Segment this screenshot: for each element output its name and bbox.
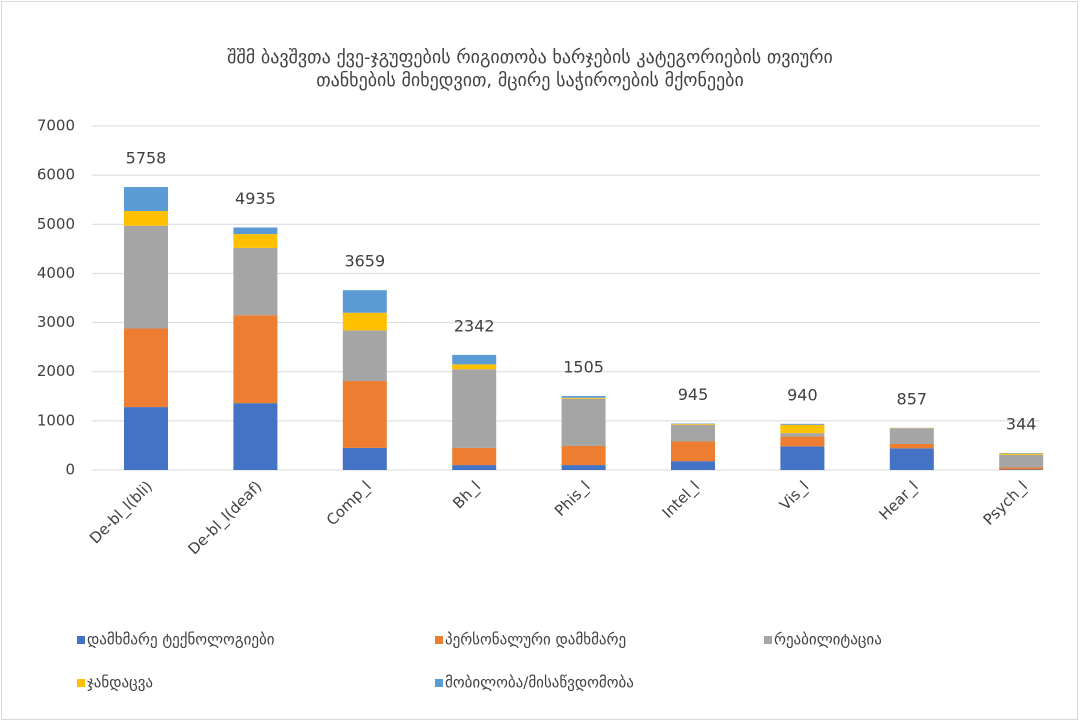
bar-segment [780,437,824,447]
y-tick-label: 4000 [37,264,75,282]
total-label: 1505 [563,358,604,377]
legend-label: მობილობა/მისაწვდომობა [445,674,634,692]
y-tick-label: 1000 [37,411,75,429]
y-tick-label: 7000 [37,117,75,135]
total-label: 3659 [344,252,385,271]
bar-segment [343,313,387,331]
total-label: 940 [787,385,818,404]
bar-segment [890,428,934,444]
bar-segment [562,399,606,446]
bar-segment [671,441,715,461]
chart-title: თანხების მიხედვით, მცირე საჭიროების მქონ… [316,70,744,91]
bar-segment [999,468,1043,470]
legend-label: ჯანდაცვა [87,674,153,692]
legend-swatch [77,636,85,644]
bar-segment [671,424,715,425]
bar-segment [233,315,277,403]
bar-segment [671,461,715,470]
bar-segment [562,398,606,399]
total-label: 4935 [235,189,276,208]
total-label: 857 [897,389,928,408]
bar-segment [343,290,387,313]
bar-segment [233,227,277,234]
legend-label: რეაბილიტაცია [774,631,882,649]
bar-segment [452,364,496,369]
legend-swatch [435,679,443,687]
bar-segment [124,211,168,226]
bar-segment [343,381,387,448]
legend-label: პერსონალური დამხმარე [445,631,626,649]
y-tick-label: 3000 [37,313,75,331]
bar-segment [562,396,606,398]
bar-segment [124,187,168,211]
bar-segment [124,226,168,329]
bar-segment [999,454,1043,455]
y-tick-label: 0 [65,461,75,479]
bar-segment [780,424,824,425]
bar-segment [999,455,1043,468]
bar-segment [780,425,824,433]
legend-swatch [764,636,772,644]
bar-segment [452,355,496,364]
total-label: 2342 [454,316,495,335]
bar-segment [671,425,715,442]
total-label: 5758 [126,149,167,168]
bar-segment [452,369,496,448]
y-tick-label: 2000 [37,362,75,380]
chart-title: შშმ ბავშვთა ქვე-ჯგუფების რიგითობა ხარჯებ… [227,47,833,68]
total-label: 344 [1006,415,1037,434]
bar-segment [890,444,934,448]
bar-segment [233,403,277,470]
total-label: 945 [678,385,709,404]
bar-segment [124,407,168,470]
bar-segment [233,248,277,315]
legend-swatch [77,679,85,687]
bar-segment [343,448,387,470]
y-tick-label: 5000 [37,215,75,233]
bar-segment [780,446,824,470]
bar-segment [562,465,606,470]
legend-label: დამხმარე ტექნოლოგიები [87,631,275,649]
bar-segment [452,465,496,470]
bar-segment [890,448,934,470]
bar-segment [562,446,606,465]
bar-segment [233,234,277,248]
legend-swatch [435,636,443,644]
bar-segment [452,448,496,465]
y-tick-label: 6000 [37,166,75,184]
bar-segment [343,330,387,381]
bar-segment [780,433,824,436]
bar-segment [124,328,168,407]
